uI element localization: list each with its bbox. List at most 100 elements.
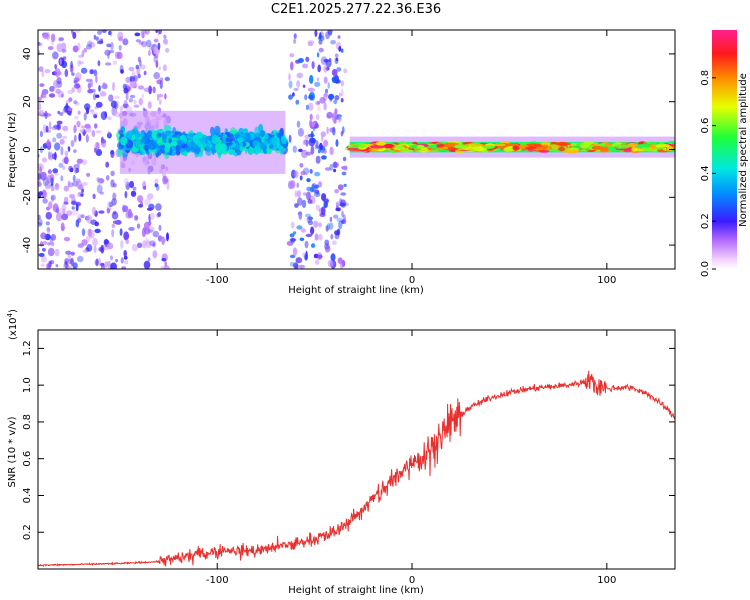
- heatmap-blob: [550, 144, 560, 150]
- heatmap-blob: [76, 120, 81, 128]
- heatmap-blob: [335, 207, 341, 212]
- heatmap-blob: [338, 45, 342, 52]
- heatmap-blob: [336, 207, 342, 212]
- heatmap-blob: [298, 148, 303, 153]
- heatmap-blob: [304, 240, 309, 249]
- heatmap-blob: [314, 184, 319, 189]
- heatmap-blob: [145, 39, 152, 48]
- heatmap-blob: [107, 242, 114, 250]
- heatmap-blob: [314, 171, 321, 177]
- heatmap-blob: [74, 101, 80, 107]
- heatmap-blob: [333, 99, 338, 105]
- heatmap-blob: [41, 189, 47, 199]
- heatmap-blob: [104, 261, 109, 268]
- heatmap-blob: [88, 41, 96, 48]
- snr-scale-prefix: (x10: [8, 317, 19, 340]
- heatmap-blob: [230, 127, 237, 136]
- heatmap-blob: [55, 183, 59, 188]
- heatmap-blob: [129, 94, 136, 99]
- heatmap-blob: [316, 77, 320, 82]
- heatmap-blob: [95, 94, 100, 98]
- heatmap-blob: [324, 239, 330, 246]
- heatmap-blob: [152, 242, 156, 248]
- heatmap-blob: [118, 129, 124, 136]
- heatmap-blob: [315, 204, 320, 211]
- heatmap-blob: [73, 77, 80, 83]
- heatmap-blob: [605, 142, 612, 147]
- heatmap-blob: [416, 144, 425, 149]
- heatmap-blob: [306, 191, 311, 201]
- heatmap-blob: [115, 219, 122, 225]
- heatmap-blob: [591, 145, 604, 150]
- heatmap-blob: [109, 30, 113, 37]
- colorbar-ticks: 0.0 0.2 0.4 0.6 0.8: [700, 70, 716, 277]
- heatmap-blob: [98, 85, 101, 92]
- heatmap-blob: [82, 249, 89, 253]
- heatmap-blob: [67, 180, 71, 188]
- heatmap-blob: [563, 149, 580, 154]
- heatmap-blob: [124, 190, 128, 199]
- heatmap-blob: [301, 149, 308, 159]
- heatmap-blob: [317, 149, 321, 154]
- heatmap-blob: [337, 35, 341, 39]
- heatmap-blob: [152, 86, 156, 94]
- heatmap-blob: [248, 146, 254, 155]
- heatmap-blob: [323, 58, 329, 63]
- heatmap-blob: [97, 60, 101, 67]
- heatmap-blob: [52, 168, 58, 174]
- heatmap-blob: [296, 190, 302, 198]
- heatmap-blob: [137, 85, 145, 90]
- heatmap-blob: [268, 144, 274, 150]
- heatmap-blob: [63, 156, 69, 165]
- heatmap-blob: [57, 110, 61, 115]
- heatmap-blob: [54, 151, 57, 161]
- heatmap-blob: [63, 185, 69, 192]
- heatmap-blob: [148, 220, 152, 226]
- heatmap-blob: [119, 106, 124, 111]
- heatmap-blob: [158, 30, 162, 35]
- heatmap-blob: [90, 78, 93, 88]
- heatmap-blob: [40, 263, 46, 268]
- heatmap-blob: [335, 201, 341, 207]
- heatmap-blob: [627, 143, 638, 147]
- heatmap-blob: [164, 178, 169, 183]
- heatmap-blob: [156, 132, 162, 139]
- heatmap-blob: [122, 103, 129, 109]
- heatmap-blob: [77, 110, 81, 115]
- heatmap-blob: [159, 80, 163, 89]
- heatmap-blob: [55, 88, 61, 94]
- heatmap-blob: [72, 31, 77, 39]
- heatmap-blob: [68, 110, 72, 116]
- heatmap-blob: [305, 233, 313, 238]
- heatmap-blob: [547, 148, 562, 152]
- heatmap-blob: [42, 198, 48, 204]
- heatmap-blob: [93, 93, 97, 101]
- heatmap-blob: [81, 228, 86, 237]
- heatmap-y-tick-label: 40: [22, 48, 33, 61]
- heatmap-blob: [55, 212, 63, 222]
- heatmap-blob: [146, 207, 153, 211]
- heatmap-y-tick-label: -40: [22, 237, 33, 253]
- heatmap-blob: [132, 186, 137, 191]
- heatmap-blob: [38, 66, 44, 72]
- heatmap-blob: [46, 31, 51, 41]
- heatmap-blob: [38, 42, 43, 47]
- snr-y-tick-label: 1.2: [22, 340, 33, 356]
- heatmap-blob: [136, 242, 143, 249]
- heatmap-blob: [317, 106, 321, 111]
- heatmap-blob: [315, 155, 321, 164]
- heatmap-blob: [239, 140, 243, 150]
- heatmap-blob: [58, 37, 62, 42]
- heatmap-blob: [110, 170, 115, 177]
- heatmap-y-tick-label: 20: [22, 95, 33, 108]
- heatmap-blob: [325, 88, 328, 94]
- heatmap-blob: [72, 180, 79, 187]
- heatmap-blob: [245, 133, 251, 143]
- heatmap-blob: [80, 214, 85, 218]
- snr-y-tick-label: 0.6: [22, 451, 33, 467]
- heatmap-blob: [41, 88, 49, 95]
- heatmap-blob: [91, 112, 98, 116]
- heatmap-blob: [51, 241, 55, 247]
- heatmap-blob: [113, 183, 117, 188]
- heatmap-blob: [104, 62, 112, 66]
